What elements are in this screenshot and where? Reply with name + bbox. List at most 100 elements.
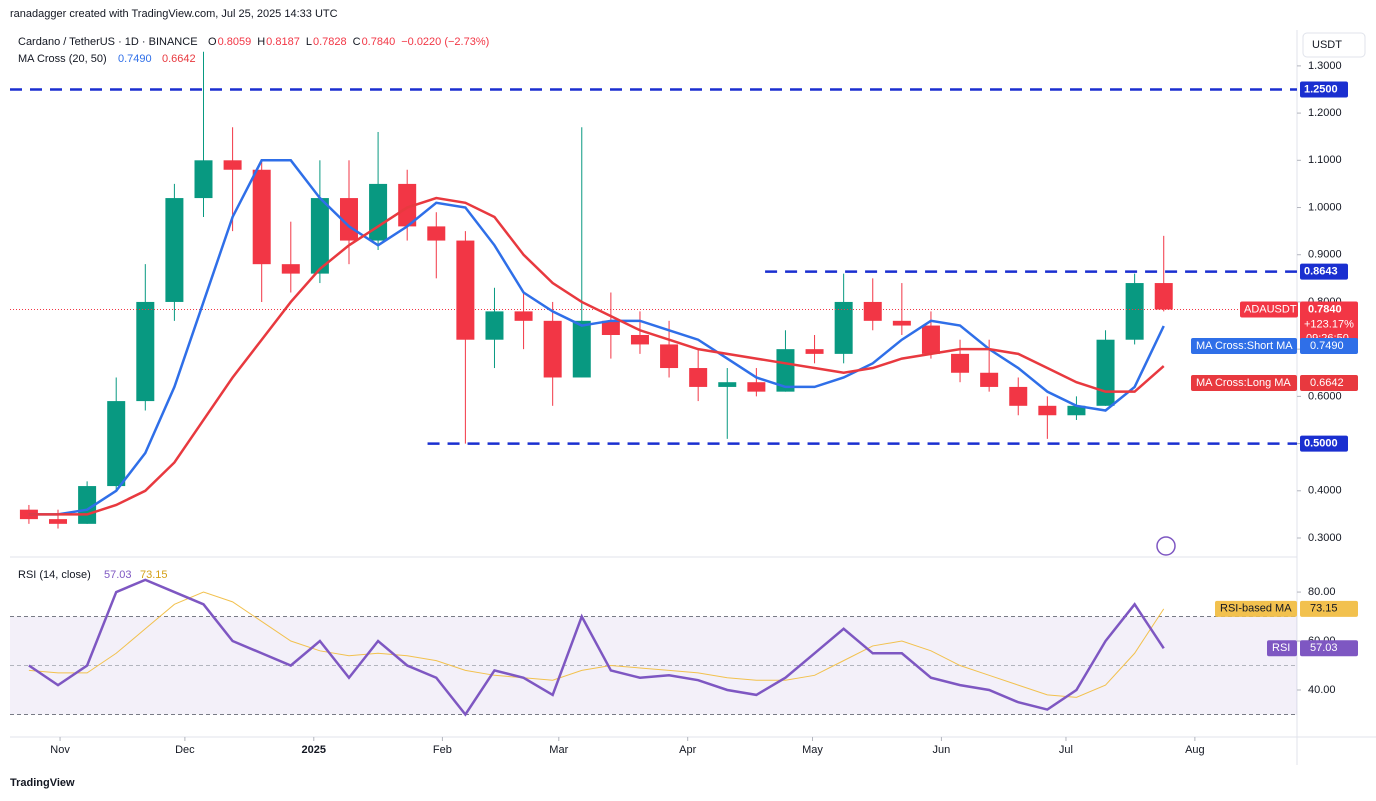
level-label: 0.8643 bbox=[1304, 265, 1338, 277]
series-value: 57.03 bbox=[1310, 642, 1338, 654]
x-tick-label: Nov bbox=[50, 744, 70, 756]
price-label-box bbox=[1300, 640, 1358, 657]
candle-body bbox=[834, 301, 853, 354]
series-name: RSI bbox=[1272, 642, 1290, 654]
candle-body bbox=[398, 183, 417, 227]
alert-icon[interactable] bbox=[1156, 536, 1176, 556]
price-label-box bbox=[1300, 600, 1358, 617]
line bbox=[28, 578, 1165, 717]
rsi-tick-label: 40.00 bbox=[1308, 684, 1336, 696]
legend-ohlc: O bbox=[208, 36, 217, 48]
candle-body bbox=[1009, 386, 1028, 406]
y-tick-label: 1.1000 bbox=[1308, 154, 1342, 166]
y-tick-label: 1.3000 bbox=[1308, 60, 1342, 72]
x-tick-label: Jul bbox=[1059, 744, 1073, 756]
candle-body bbox=[921, 325, 940, 354]
candle-body bbox=[747, 382, 766, 392]
candle-body bbox=[892, 320, 911, 326]
level-label: 0.5000 bbox=[1304, 437, 1338, 449]
legend: Cardano / TetherUS · 1D · BINANCE MA Cro… bbox=[18, 36, 198, 581]
candle-body bbox=[369, 183, 388, 241]
legend-ohlc: 0.8059 bbox=[218, 36, 252, 48]
candle-body bbox=[543, 320, 562, 378]
watermark: ranadagger created with TradingView.com,… bbox=[10, 8, 338, 20]
legend-ohlc: C bbox=[353, 36, 361, 48]
x-tick-label: Apr bbox=[679, 744, 696, 756]
candle-body bbox=[136, 301, 155, 402]
line bbox=[28, 591, 1165, 698]
series-value: 0.7490 bbox=[1310, 340, 1344, 352]
series-name-box bbox=[1215, 600, 1297, 617]
series-name: MA Cross:Short MA bbox=[1196, 340, 1293, 352]
ma-legend-name: MA Cross (20, 50) bbox=[18, 53, 107, 65]
x-tick-label: 2025 bbox=[302, 744, 326, 756]
last-change: +123.17% bbox=[1304, 318, 1354, 330]
candle-body bbox=[456, 240, 475, 340]
x-tick-label: Jun bbox=[933, 744, 951, 756]
candle-body bbox=[601, 320, 620, 335]
candle-body bbox=[165, 198, 184, 302]
legend-ohlc: 0.8187 bbox=[266, 36, 300, 48]
legend-ohlc: −0.0220 (−2.73%) bbox=[401, 36, 489, 48]
symbol-label-box bbox=[1240, 301, 1298, 318]
x-tick-label: Dec bbox=[175, 744, 195, 756]
y-tick-label: 0.6000 bbox=[1308, 390, 1342, 402]
y-tick-label: 1.2000 bbox=[1308, 107, 1342, 119]
series-name-box bbox=[1191, 338, 1297, 355]
y-tick-label: 0.9000 bbox=[1308, 249, 1342, 261]
level-label-box bbox=[1300, 263, 1348, 280]
symbol-label: ADAUSDT bbox=[1244, 303, 1297, 315]
candle-body bbox=[1096, 339, 1115, 406]
candle-body bbox=[689, 368, 708, 387]
legend-ohlc: H bbox=[257, 36, 265, 48]
level-label-box bbox=[1300, 435, 1348, 452]
rsi-tick-label: 80.00 bbox=[1308, 586, 1336, 598]
candle-body bbox=[310, 198, 329, 274]
candle-body bbox=[252, 169, 271, 265]
y-tick-label: 1.0000 bbox=[1308, 201, 1342, 213]
rsi-legend-name: RSI (14, close) bbox=[18, 569, 91, 581]
level-label-box bbox=[1300, 81, 1348, 98]
candle-body bbox=[281, 264, 300, 274]
series-value: 0.6642 bbox=[1310, 377, 1344, 389]
candle-body bbox=[1067, 405, 1086, 416]
series-name-box bbox=[1267, 640, 1297, 657]
candle-body bbox=[49, 519, 68, 524]
candle-body bbox=[776, 349, 795, 392]
candle-body bbox=[980, 372, 999, 387]
legend-ohlc: 0.7840 bbox=[362, 36, 396, 48]
ma-legend-long: 0.6642 bbox=[162, 53, 196, 65]
x-tick-label: Feb bbox=[433, 744, 452, 756]
series-value: 73.15 bbox=[1310, 603, 1338, 615]
price-label-box bbox=[1300, 375, 1358, 392]
x-tick-label: Mar bbox=[549, 744, 568, 756]
line bbox=[28, 159, 1165, 516]
series-name: RSI-based MA bbox=[1220, 603, 1292, 615]
legend-ohlc: L bbox=[306, 36, 312, 48]
candle-body bbox=[107, 401, 126, 487]
y-tick-label: 0.4000 bbox=[1308, 485, 1342, 497]
y-tick-label: 0.3000 bbox=[1308, 532, 1342, 544]
candle-body bbox=[1038, 405, 1057, 416]
candle-body bbox=[718, 382, 737, 387]
currency-button[interactable] bbox=[1302, 32, 1366, 58]
candle-body bbox=[660, 344, 679, 369]
rsi-legend-ma: 73.15 bbox=[140, 569, 168, 581]
candle-body bbox=[805, 349, 824, 354]
ma-legend-short: 0.7490 bbox=[118, 53, 152, 65]
candle-body bbox=[572, 320, 591, 378]
candle-body bbox=[630, 334, 649, 345]
series-name-box bbox=[1191, 375, 1297, 392]
candle-body bbox=[1154, 283, 1173, 310]
candle-body bbox=[514, 311, 533, 321]
candle-body bbox=[223, 160, 242, 170]
symbol-title: Cardano / TetherUS · 1D · BINANCE bbox=[18, 36, 198, 48]
candle-body bbox=[427, 226, 446, 241]
currency[interactable]: USDT bbox=[1312, 39, 1342, 51]
rsi-legend-value: 57.03 bbox=[104, 569, 132, 581]
last-price: 0.7840 bbox=[1308, 303, 1342, 315]
brand: TradingView bbox=[10, 777, 75, 789]
price-label-box bbox=[1300, 301, 1358, 348]
